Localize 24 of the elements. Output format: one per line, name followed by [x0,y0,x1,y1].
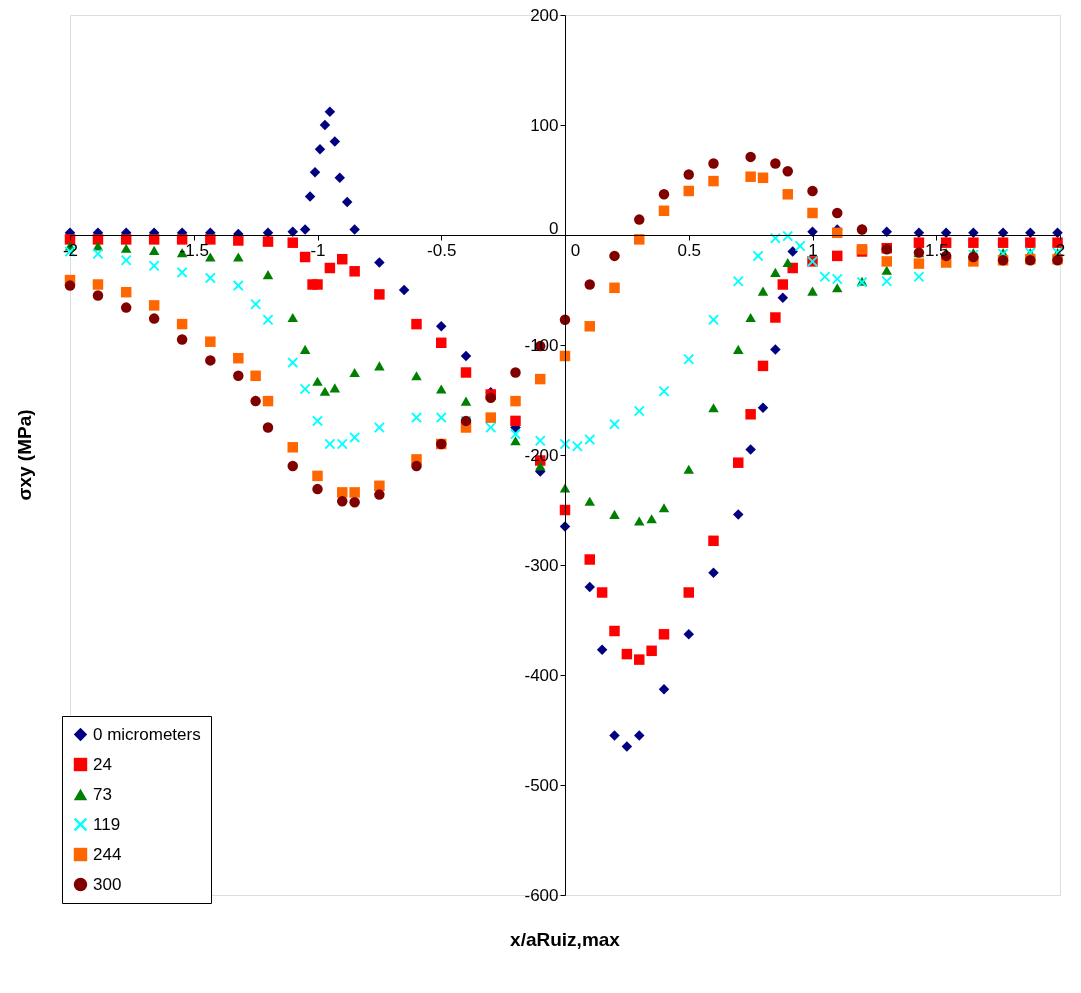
y-tick-label: 100 [530,115,559,135]
x-tick-label: 0 [570,240,581,260]
legend-label: 0 micrometers [93,724,201,744]
x-axis-title: x/aRuiz,max [510,929,621,950]
y-tick-label: -500 [524,775,559,795]
y-tick-label: -300 [524,555,559,575]
y-tick-label: 200 [530,5,559,25]
x-tick-label: 0.5 [677,240,702,260]
y-tick-label: -600 [524,885,559,905]
y-axis-title: σxy (MPa) [14,409,35,501]
x-tick-label: -1.5 [179,240,209,260]
legend-label: 300 [93,874,122,894]
x-tick-label: 1 [808,240,818,260]
legend-label: 119 [93,814,121,834]
y-tick-label: 0 [549,218,559,238]
x-tick-label: -1 [310,240,326,260]
legend-label: 244 [93,844,122,864]
y-tick-label: -200 [524,445,559,465]
x-tick-label: -0.5 [427,240,457,260]
x-tick-label: 2 [1055,240,1066,260]
legend-label: 73 [93,784,112,804]
y-tick-label: -400 [524,665,559,685]
x-tick-label: 1.5 [924,240,949,260]
legend-label: 24 [93,754,112,774]
